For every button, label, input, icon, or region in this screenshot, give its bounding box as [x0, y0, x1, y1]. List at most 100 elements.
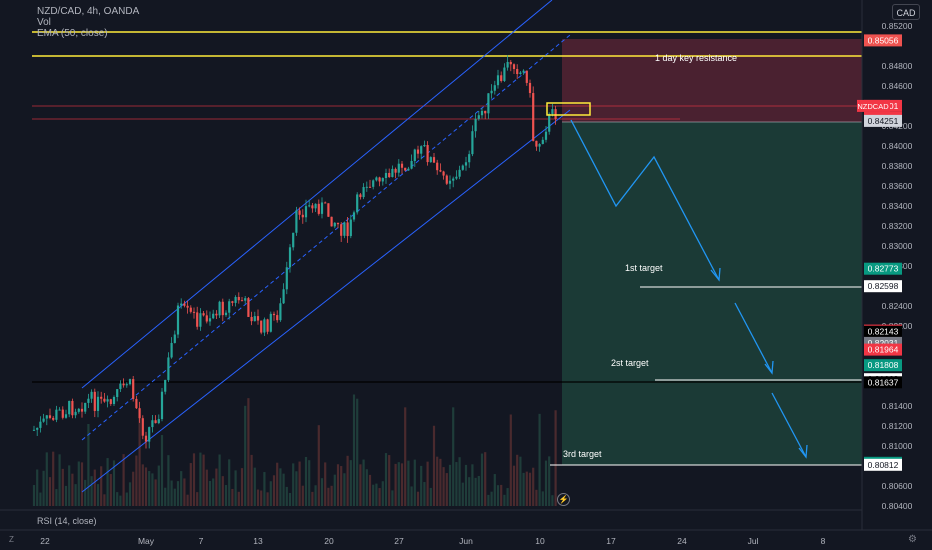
- volume-bar: [452, 407, 455, 506]
- candle-body: [484, 110, 487, 114]
- volume-bar: [228, 459, 231, 506]
- volume-bar: [544, 460, 548, 506]
- volume-bar: [461, 482, 464, 506]
- candle-body: [554, 109, 557, 119]
- candle-body: [429, 157, 432, 163]
- volume-bar: [279, 468, 282, 506]
- volume-bar: [365, 469, 368, 506]
- price-label-bg: [864, 280, 902, 293]
- price-label: 0.82773: [864, 262, 902, 275]
- candle-body: [397, 163, 400, 173]
- candle-body: [384, 172, 388, 179]
- zoom-icon[interactable]: Z: [9, 535, 14, 544]
- candle-body: [32, 429, 36, 431]
- candle-body: [336, 222, 340, 225]
- channel-upper: [81, 0, 553, 389]
- volume-bar: [548, 456, 551, 506]
- channel-mid: [81, 34, 571, 441]
- volume-bar: [356, 398, 359, 506]
- candle-body: [263, 319, 266, 333]
- volume-bar: [260, 490, 263, 506]
- price-label-bg: [864, 325, 902, 338]
- volume-bar: [224, 485, 228, 506]
- y-tick-label: 0.81400: [882, 401, 913, 411]
- price-label: 0.81808: [864, 359, 902, 372]
- volume-bar: [266, 492, 269, 506]
- volume-bar: [496, 485, 500, 506]
- y-tick-label: 0.83200: [882, 221, 913, 231]
- volume-bar: [500, 484, 503, 506]
- channel-lower: [81, 109, 571, 493]
- candle-body: [103, 398, 106, 402]
- volume-bar: [58, 454, 61, 506]
- volume-bar: [208, 480, 212, 506]
- candle-body: [212, 313, 215, 319]
- candle-body: [458, 169, 461, 177]
- volume-bar: [551, 495, 554, 506]
- volume-bar: [471, 464, 474, 506]
- candle-body: [455, 176, 458, 179]
- volume-bar: [52, 451, 55, 506]
- candle-body: [391, 168, 394, 178]
- candle-body: [218, 301, 221, 316]
- price-labels: 0.850560.84401NZDCAD02:40:230.842510.827…: [857, 34, 902, 471]
- candle-body: [464, 162, 468, 166]
- candle-body: [404, 167, 407, 171]
- volume-bar: [509, 414, 512, 506]
- y-tick-label: 0.82400: [882, 301, 913, 311]
- candle-body: [256, 316, 260, 321]
- volume-bar: [480, 453, 484, 506]
- candle-body: [228, 301, 231, 313]
- candle-body: [372, 180, 375, 187]
- volume-bar: [135, 455, 138, 506]
- volume-bar: [375, 483, 378, 506]
- candle-body: [548, 113, 551, 132]
- candle-body: [544, 131, 548, 140]
- projection-leg-3: [771, 392, 807, 458]
- candle-body: [365, 186, 368, 188]
- gear-icon[interactable]: ⚙: [908, 534, 917, 545]
- candle-body: [260, 320, 263, 333]
- volume-bar: [176, 481, 180, 506]
- candle-body: [535, 140, 538, 147]
- candle-body: [192, 311, 196, 313]
- price-label-value: 0.82031: [868, 338, 899, 348]
- candle-body: [439, 170, 442, 172]
- volume-bar: [138, 415, 141, 506]
- volume-bar: [458, 457, 461, 506]
- candle-body: [154, 420, 157, 424]
- candle-body: [58, 409, 61, 411]
- candle-body: [394, 168, 397, 173]
- candle-body: [487, 93, 490, 114]
- volume-bar: [61, 468, 64, 506]
- volume-bar: [538, 413, 541, 506]
- candle-body: [445, 175, 448, 184]
- candle-body: [90, 391, 93, 399]
- lightning-icon[interactable]: ⚡: [557, 493, 570, 506]
- volume-bar: [455, 462, 458, 506]
- price-label-bg: [864, 359, 902, 372]
- volume-bar: [301, 485, 304, 506]
- annotation-target-3: 3rd target: [563, 449, 602, 459]
- x-tick-label: May: [138, 536, 155, 546]
- volume-bar: [269, 481, 272, 506]
- volume-bar: [39, 492, 42, 506]
- price-label-value: 0.82773: [868, 264, 899, 274]
- candle-body: [122, 383, 125, 386]
- volume-bar: [436, 456, 439, 506]
- candle-body: [282, 289, 285, 304]
- currency-button[interactable]: CAD: [892, 4, 920, 20]
- volume-bar: [199, 452, 202, 506]
- volume-bar: [426, 461, 429, 506]
- candle-body: [500, 75, 503, 81]
- candle-body: [170, 342, 173, 358]
- projection-arrow-1: [710, 267, 721, 282]
- volume-bar: [381, 481, 384, 506]
- candle-body: [493, 85, 496, 91]
- time-axis[interactable]: 22 May 7 13 20 27 Jun 10 17 24 Jul 8: [40, 536, 825, 546]
- candle-body: [93, 391, 96, 411]
- candle-body: [106, 399, 109, 402]
- volume-bar: [477, 475, 480, 506]
- volume-bar: [218, 454, 221, 506]
